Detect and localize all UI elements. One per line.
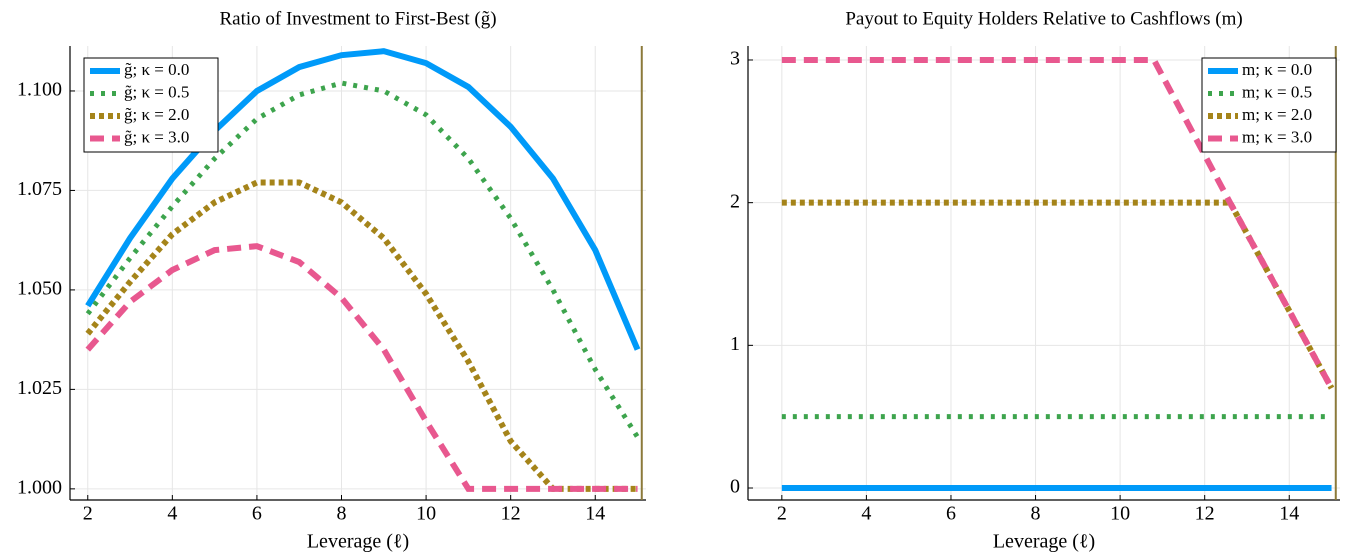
legend: m; κ = 0.0 m; κ = 0.5 m; κ = 2.0 m; κ = 3.0 [1201, 57, 1337, 153]
y-tick-label: 1.050 [17, 278, 62, 300]
x-axis-label: Leverage (ℓ) [993, 531, 1095, 553]
series-line [85, 48, 641, 351]
y-tick-label: 2 [730, 190, 740, 212]
x-tick-label: 6 [946, 503, 956, 525]
x-tick-label: 8 [1031, 503, 1041, 525]
legend-label: g̃; κ = 0.0 [124, 60, 189, 79]
legend-label: m; κ = 3.0 [1242, 127, 1312, 146]
series-line [781, 199, 1335, 390]
y-tick-label: 1.000 [17, 476, 62, 498]
x-tick-label: 2 [83, 503, 93, 525]
chart-title: Payout to Equity Holders Relative to Cas… [845, 8, 1242, 29]
x-tick-label: 14 [1279, 503, 1299, 525]
series-line [781, 56, 1335, 390]
y-tick-label: 1.025 [17, 377, 62, 399]
x-tick-label: 8 [337, 503, 347, 525]
legend-label: m; κ = 2.0 [1242, 105, 1312, 124]
legend-label: g̃; κ = 0.5 [124, 82, 189, 101]
y-tick-label: 3 [730, 48, 740, 70]
chart-title: Ratio of Investment to First-Best (g̃) [219, 8, 496, 29]
x-tick-label: 6 [252, 503, 262, 525]
legend-label: g̃; κ = 3.0 [124, 127, 189, 146]
legend: g̃; κ = 0.0 g̃; κ = 0.5 g̃; κ = 2.0 g̃; κ =… [83, 57, 219, 153]
series-line [85, 179, 638, 492]
series-line [85, 243, 638, 492]
y-tick-label: 1 [730, 333, 740, 355]
x-tick-label: 12 [501, 503, 521, 525]
x-axis-label: Leverage (ℓ) [307, 531, 409, 553]
legend-label: m; κ = 0.5 [1242, 82, 1312, 101]
x-tick-label: 2 [777, 503, 787, 525]
y-tick-label: 1.075 [17, 178, 62, 200]
y-tick-label: 0 [730, 476, 740, 498]
x-tick-label: 4 [167, 503, 177, 525]
x-tick-label: 10 [1110, 503, 1130, 525]
legend-label: m; κ = 0.0 [1242, 60, 1312, 79]
x-tick-label: 14 [585, 503, 605, 525]
legend-label: g̃; κ = 2.0 [124, 105, 189, 124]
y-tick-label: 1.100 [17, 79, 62, 101]
x-tick-label: 10 [416, 503, 436, 525]
x-tick-label: 12 [1195, 503, 1215, 525]
x-tick-label: 4 [861, 503, 871, 525]
